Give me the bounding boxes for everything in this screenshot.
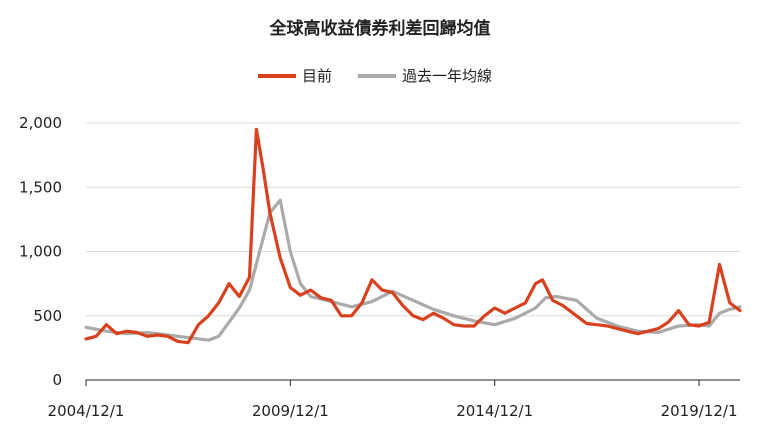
legend: 目前 過去一年均線 [258, 67, 492, 85]
y-axis-ticks: 0 500 1,000 1,500 2,000 [19, 114, 62, 389]
y-tick-label: 2,000 [19, 114, 62, 132]
chart-title: 全球高收益債券利差回歸均值 [269, 18, 491, 39]
legend-label-current: 目前 [302, 67, 332, 85]
legend-label-average: 過去一年均線 [402, 67, 492, 85]
series-line-current [84, 127, 742, 345]
y-tick-label: 0 [52, 371, 62, 389]
series-line-average [84, 198, 742, 342]
x-axis-ticks: 2004/12/1 2009/12/1 2014/12/1 2019/12/1 [48, 380, 738, 420]
series-lines [84, 127, 742, 345]
y-tick-label: 500 [33, 307, 62, 325]
x-tick-label: 2019/12/1 [661, 402, 738, 420]
y-tick-label: 1,500 [19, 178, 62, 196]
x-tick-label: 2014/12/1 [456, 402, 533, 420]
y-tick-label: 1,000 [19, 243, 62, 261]
x-tick-label: 2004/12/1 [48, 402, 125, 420]
x-tick-label: 2009/12/1 [252, 402, 329, 420]
